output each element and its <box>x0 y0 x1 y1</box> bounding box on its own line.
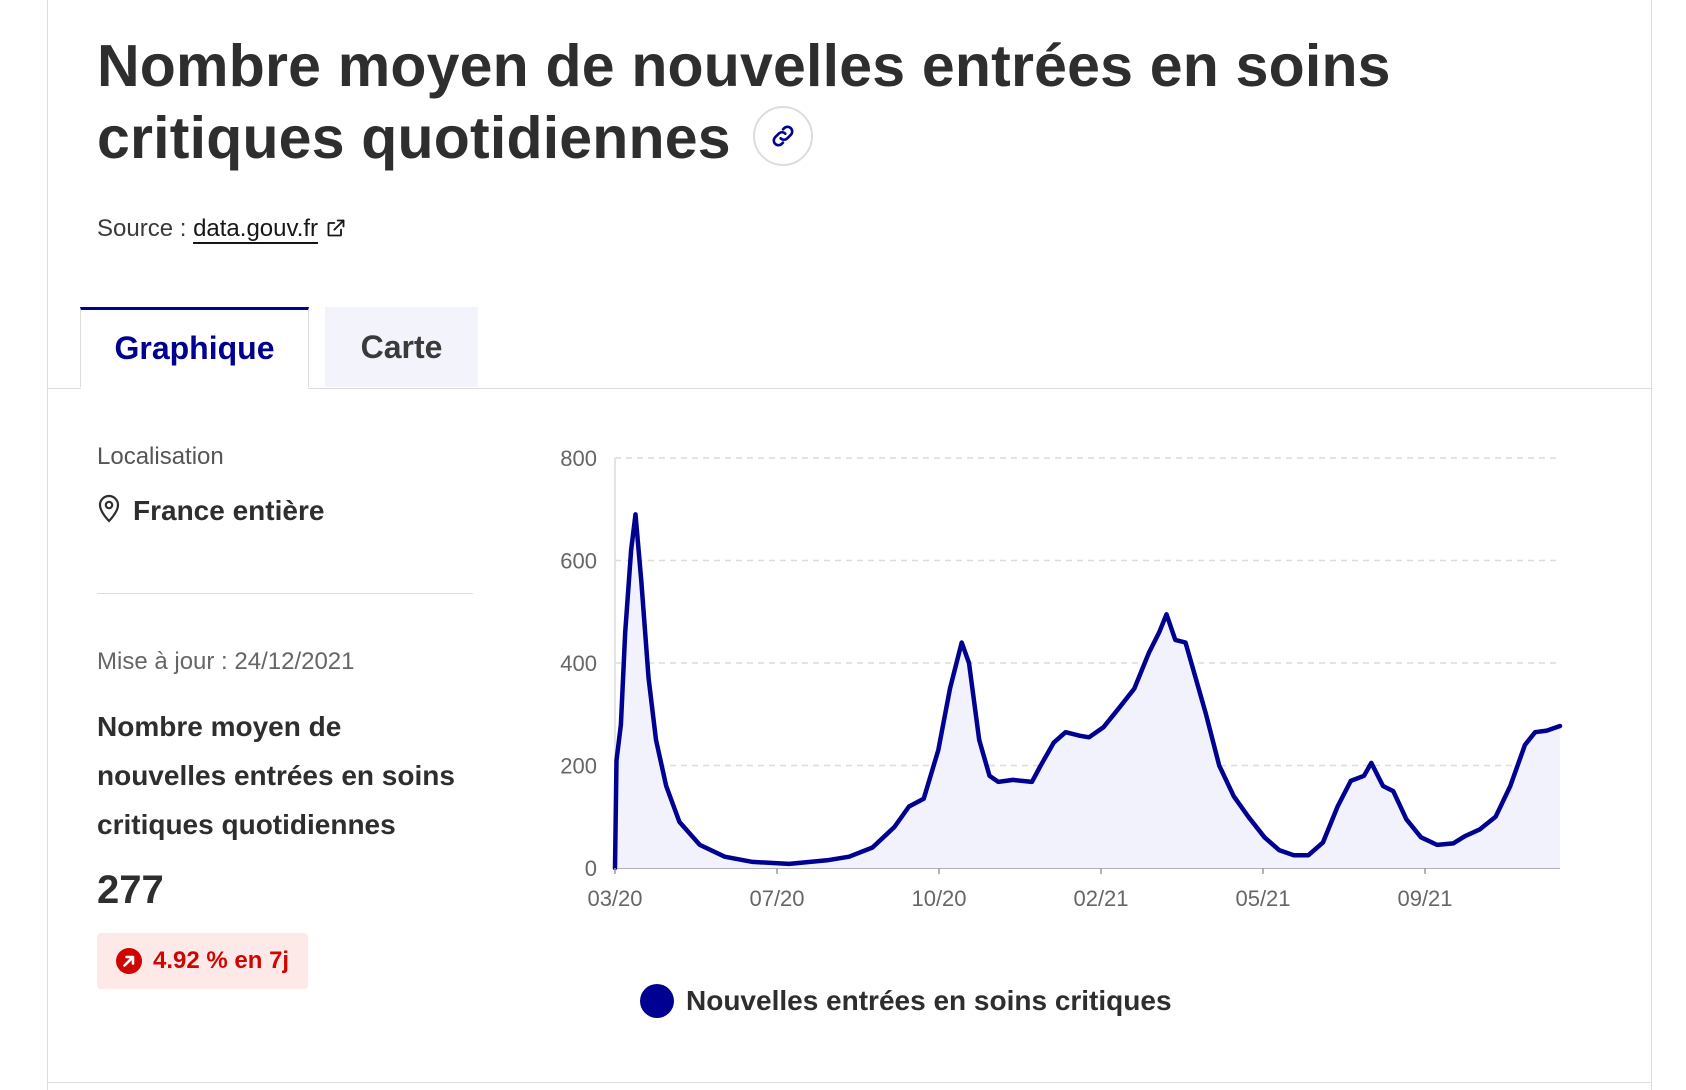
link-icon <box>772 125 794 147</box>
line-chart: 0 200 400 600 800 03/20 07/20 10/20 02/21 05/21 09… <box>560 446 1563 911</box>
y-tick-label: 0 <box>585 856 597 881</box>
source-line: Source : data.gouv.fr <box>97 215 346 243</box>
tab-carte-label: Carte <box>360 328 443 365</box>
x-tick-label: 02/21 <box>1073 886 1128 911</box>
active-tab-connector <box>81 387 308 390</box>
legend-marker <box>640 984 674 1018</box>
series-line <box>612 512 1563 871</box>
update-date: Mise à jour : 24/12/2021 <box>97 648 355 675</box>
location-selector[interactable]: France entière <box>97 494 325 527</box>
source-link[interactable]: data.gouv.fr <box>193 215 346 242</box>
x-tick-label: 05/21 <box>1235 886 1290 911</box>
permalink-button[interactable] <box>752 106 813 167</box>
y-tick-label: 200 <box>560 754 597 779</box>
y-tick-label: 800 <box>560 446 597 471</box>
card-border-right <box>1651 0 1652 1090</box>
external-link-icon <box>327 219 345 237</box>
sidebar-divider <box>97 593 473 594</box>
chart-legend[interactable]: Nouvelles entrées en soins critiques <box>640 984 1172 1018</box>
trend-text: 4.92 % en 7j <box>153 947 290 974</box>
source-link-text: data.gouv.fr <box>193 215 319 242</box>
indicator-title: Nombre moyen de nouvelles entrées en soi… <box>97 711 455 840</box>
x-tick-label: 10/20 <box>911 886 966 911</box>
arrow-up-right-icon <box>116 948 142 974</box>
card-bottom-rule <box>47 1082 1651 1083</box>
x-tick-label: 03/20 <box>587 886 642 911</box>
tab-carte[interactable]: Carte <box>325 307 478 387</box>
x-tick-label: 09/21 <box>1397 886 1452 911</box>
legend-label: Nouvelles entrées en soins critiques <box>686 985 1172 1016</box>
location-value: France entière <box>133 495 325 526</box>
trend-badge: 4.92 % en 7j <box>97 933 308 989</box>
y-tick-label: 600 <box>560 549 597 574</box>
source-prefix: Source : <box>97 215 187 242</box>
tab-graphique[interactable]: Graphique <box>80 307 309 387</box>
page-title-text: Nombre moyen de nouvelles entrées en soi… <box>97 33 1391 171</box>
x-tick-label: 07/20 <box>749 886 804 911</box>
indicator-value: 277 <box>97 868 164 912</box>
series-area <box>615 514 1560 868</box>
page-title: Nombre moyen de nouvelles entrées en soi… <box>97 30 1637 174</box>
y-tick-label: 400 <box>560 651 597 676</box>
card-border-left <box>47 0 48 1090</box>
location-label: Localisation <box>97 443 224 470</box>
map-pin-icon <box>98 494 120 523</box>
tab-graphique-label: Graphique <box>114 330 275 366</box>
tabs-divider <box>47 388 1651 389</box>
